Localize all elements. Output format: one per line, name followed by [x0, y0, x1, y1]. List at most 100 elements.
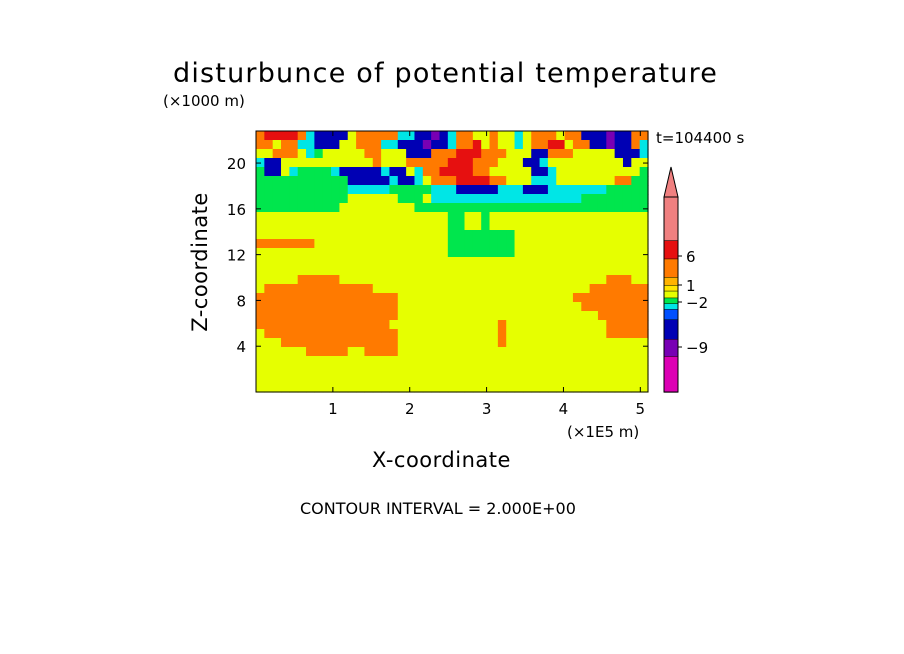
- heatmap-cell: [364, 131, 374, 141]
- heatmap-cell: [389, 338, 399, 348]
- heatmap-cell: [272, 176, 282, 186]
- heatmap-cell: [256, 257, 265, 267]
- heatmap-cell: [481, 374, 491, 384]
- heatmap-cell: [339, 212, 349, 222]
- heatmap-cell: [297, 311, 307, 321]
- heatmap-cell: [589, 248, 599, 258]
- heatmap-cell: [572, 248, 582, 258]
- heatmap-cell: [331, 266, 340, 276]
- heatmap-cell: [347, 284, 357, 294]
- heatmap-cell: [347, 329, 357, 339]
- heatmap-cell: [531, 203, 541, 213]
- heatmap-cell: [347, 275, 357, 285]
- heatmap-cell: [472, 338, 482, 348]
- heatmap-cell: [622, 194, 632, 204]
- heatmap-cell: [372, 275, 382, 285]
- heatmap-cell: [356, 365, 366, 375]
- heatmap-cell: [406, 284, 416, 294]
- heatmap-cell: [306, 176, 315, 186]
- heatmap-cell: [481, 194, 491, 204]
- heatmap-cell: [597, 329, 607, 339]
- heatmap-cell: [539, 302, 549, 312]
- heatmap-cell: [631, 167, 641, 177]
- heatmap-cell: [431, 221, 441, 231]
- heatmap-cell: [289, 302, 299, 312]
- heatmap-cell: [372, 356, 382, 366]
- heatmap-cell: [556, 374, 566, 384]
- heatmap-cell: [581, 212, 591, 222]
- heatmap-cell: [522, 239, 532, 249]
- heatmap-cell: [614, 257, 624, 267]
- heatmap-cell: [439, 266, 449, 276]
- heatmap-cell: [556, 131, 566, 141]
- heatmap-cell: [631, 284, 641, 294]
- heatmap-cell: [322, 131, 332, 141]
- heatmap-cell: [639, 140, 649, 150]
- heatmap-cell: [506, 131, 516, 141]
- heatmap-cell: [581, 239, 591, 249]
- heatmap-cell: [506, 302, 516, 312]
- heatmap-cell: [622, 167, 632, 177]
- heatmap-cell: [447, 284, 457, 294]
- heatmap-cell: [514, 158, 524, 168]
- colorbar-label: 6: [686, 248, 696, 266]
- heatmap-cell: [472, 311, 482, 321]
- heatmap-cell: [447, 257, 457, 267]
- heatmap-cell: [489, 356, 499, 366]
- heatmap-cell: [614, 293, 624, 303]
- heatmap-cell: [539, 311, 549, 321]
- heatmap-cell: [289, 131, 299, 141]
- heatmap-cell: [422, 383, 432, 393]
- heatmap-cell: [531, 329, 541, 339]
- heatmap-cell: [347, 365, 357, 375]
- heatmap-cell: [481, 356, 491, 366]
- heatmap-cell: [547, 230, 557, 240]
- heatmap-cell: [256, 284, 265, 294]
- heatmap-cell: [547, 365, 557, 375]
- heatmap-cell: [256, 374, 265, 384]
- heatmap-cell: [422, 338, 432, 348]
- heatmap-cell: [431, 338, 441, 348]
- heatmap-cell: [572, 383, 582, 393]
- heatmap-cell: [581, 266, 591, 276]
- heatmap-cell: [572, 230, 582, 240]
- heatmap-cell: [306, 257, 315, 267]
- heatmap-cell: [489, 257, 499, 267]
- heatmap-cell: [497, 221, 507, 231]
- heatmap-cell: [489, 293, 499, 303]
- heatmap-cell: [489, 131, 499, 141]
- heatmap-cell: [514, 257, 524, 267]
- heatmap-cell: [297, 131, 307, 141]
- colorbar-band: [663, 240, 679, 260]
- heatmap-cell: [422, 284, 432, 294]
- heatmap-cell: [497, 176, 507, 186]
- heatmap-cell: [489, 374, 499, 384]
- heatmap-cell: [614, 383, 624, 393]
- heatmap-cell: [381, 365, 391, 375]
- heatmap-cell: [456, 284, 466, 294]
- heatmap-cell: [364, 221, 374, 231]
- heatmap-cell: [356, 140, 366, 150]
- heatmap-cell: [439, 383, 449, 393]
- heatmap-cell: [389, 302, 399, 312]
- heatmap-cell: [389, 293, 399, 303]
- heatmap-cell: [422, 239, 432, 249]
- heatmap-cell: [614, 149, 624, 159]
- heatmap-cell: [389, 257, 399, 267]
- heatmap-cell: [431, 194, 441, 204]
- heatmap-cell: [381, 212, 391, 222]
- heatmap-cell: [464, 149, 474, 159]
- heatmap-cell: [514, 266, 524, 276]
- heatmap-cell: [281, 131, 290, 141]
- heatmap-cell: [447, 158, 457, 168]
- heatmap-cell: [564, 338, 574, 348]
- heatmap-cell: [572, 293, 582, 303]
- heatmap-cell: [472, 374, 482, 384]
- heatmap-cell: [606, 158, 616, 168]
- heatmap-cell: [539, 140, 549, 150]
- heatmap-cell: [622, 149, 632, 159]
- heatmap-cell: [256, 356, 265, 366]
- heatmap-cell: [356, 266, 366, 276]
- heatmap-cell: [639, 293, 649, 303]
- heatmap-cell: [431, 212, 441, 222]
